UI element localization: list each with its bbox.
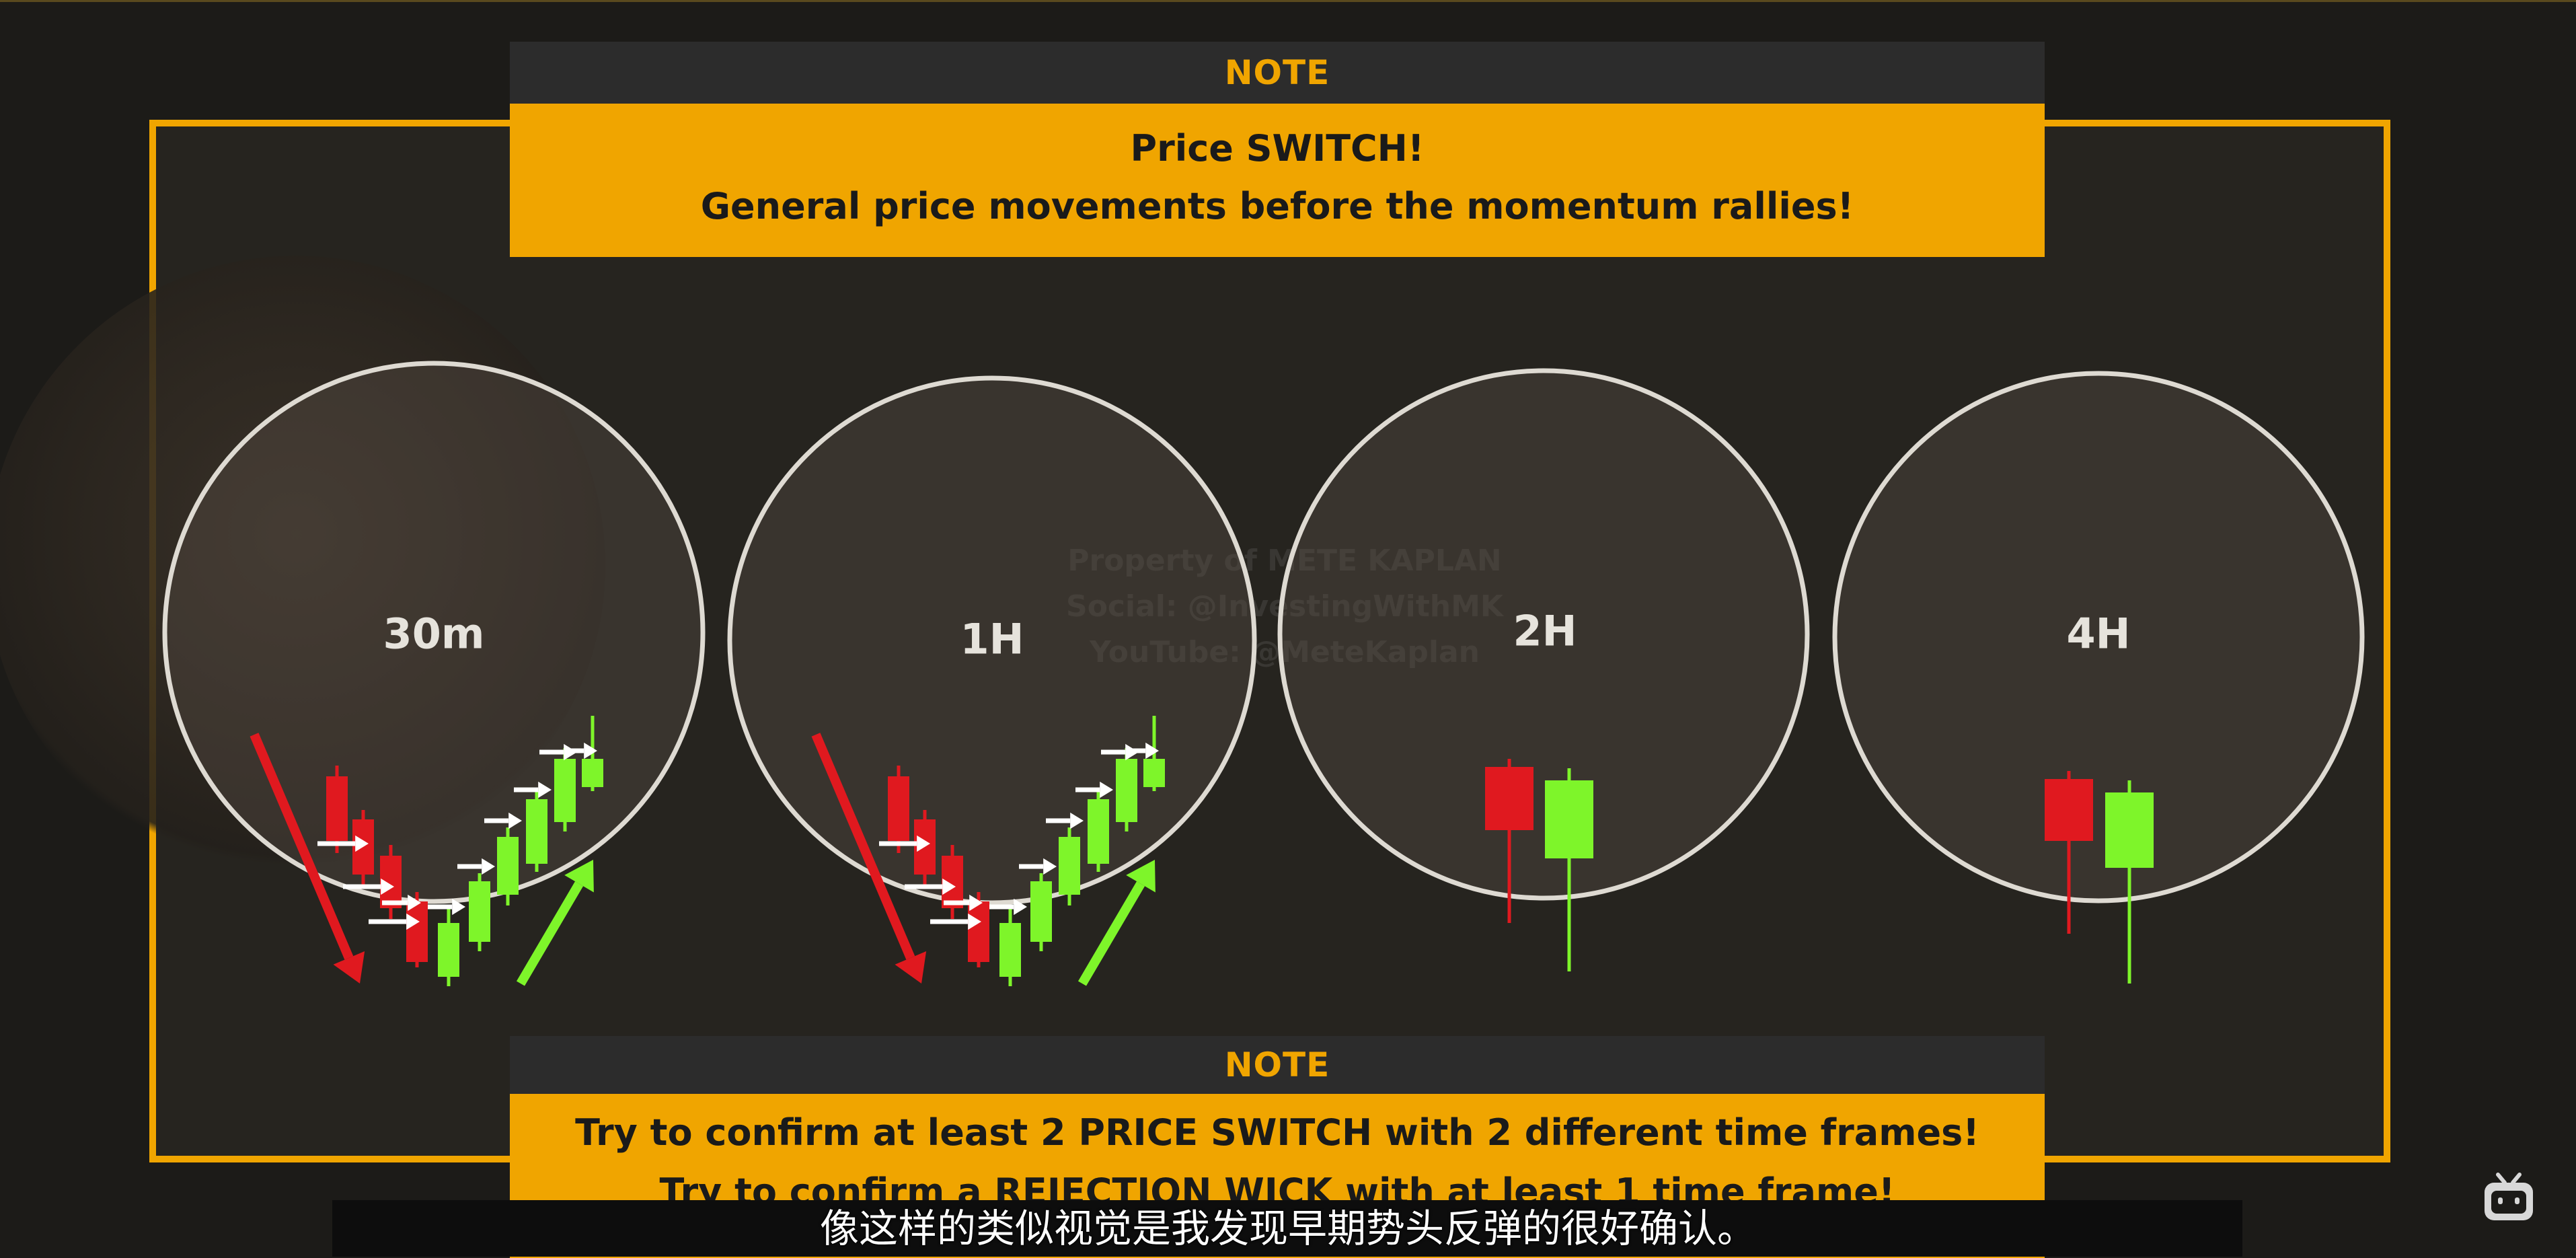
bottom-note-line1: Try to confirm at least 2 PRICE SWITCH w… xyxy=(575,1111,1979,1154)
bull-candle-3-body xyxy=(1059,837,1080,895)
timeframe-circle-4h xyxy=(1832,371,2365,903)
switch-arrow-2-head xyxy=(942,878,956,895)
down-trend-arrow-head xyxy=(895,951,927,984)
top-note-header: NOTE xyxy=(510,42,2045,104)
watermark-line1: Property of METE KAPLAN xyxy=(1067,544,1502,578)
top-divider xyxy=(0,0,2576,2)
candles-30m xyxy=(250,716,603,986)
bull-candle-6-body xyxy=(582,759,603,787)
switch-arrow-10-head xyxy=(1145,742,1159,760)
timeframe-label-1h: 1H xyxy=(960,614,1024,664)
bull-candle-5-body xyxy=(1116,759,1137,822)
timeframe-label-2h: 2H xyxy=(1513,606,1577,656)
switch-arrow-6-head xyxy=(1043,858,1057,875)
bull-candle-3-body xyxy=(497,837,519,895)
bear-candle-4-body xyxy=(406,901,428,962)
bull-candle-2-body xyxy=(1030,881,1052,942)
switch-arrow-3-head xyxy=(968,913,981,930)
bull-candle-5-body xyxy=(554,759,576,822)
switch-arrow-1-head xyxy=(917,835,930,852)
bull-candle-4-body xyxy=(526,799,547,864)
switch-arrow-7-head xyxy=(1070,812,1084,829)
up-trend-arrow-head xyxy=(1126,860,1156,893)
bear-candle-1-body xyxy=(1485,767,1533,830)
timeframe-circle-2h xyxy=(1277,368,1810,901)
candles-2h xyxy=(1485,759,1593,971)
up-trend-arrow-shaft xyxy=(516,881,584,986)
watermark-line3: YouTube: @MeteKaplan xyxy=(1016,630,1554,675)
switch-arrow-2-head xyxy=(381,878,394,895)
presenter-video-bubble xyxy=(0,256,605,875)
top-note-line2: General price movements before the momen… xyxy=(700,185,1854,227)
bull-candle-1-body xyxy=(2105,792,2154,868)
bear-candle-4-body xyxy=(968,901,989,962)
top-note-body: Price SWITCH! General price movements be… xyxy=(510,104,2045,257)
watermark: Property of METE KAPLAN Social: @Investi… xyxy=(1016,538,1554,675)
switch-arrow-10-head xyxy=(584,742,597,760)
subtitle-text: 像这样的类似视觉是我发现早期势头反弹的很好确认。 xyxy=(819,1206,1756,1251)
bottom-note-header: NOTE xyxy=(510,1036,2045,1094)
switch-arrow-4-head xyxy=(969,894,983,912)
down-trend-arrow-shaft xyxy=(250,733,354,960)
switch-arrow-8-head xyxy=(538,781,552,799)
bear-candle-1-body xyxy=(326,776,348,841)
bull-candle-2-body xyxy=(469,881,490,942)
top-note-line1: Price SWITCH! xyxy=(1130,127,1425,170)
down-trend-arrow-head xyxy=(333,951,365,984)
candles-4h xyxy=(2045,771,2154,984)
timeframe-label-30m: 30m xyxy=(383,609,485,659)
switch-arrow-8-head xyxy=(1100,781,1113,799)
down-trend-arrow-shaft xyxy=(811,733,915,960)
bull-candle-6-body xyxy=(1143,759,1165,787)
bear-candle-1-body xyxy=(2045,779,2093,841)
switch-arrow-7-head xyxy=(508,812,522,829)
up-trend-arrow-head xyxy=(564,860,594,893)
bull-candle-1-body xyxy=(438,923,459,977)
bull-candle-1-body xyxy=(1545,780,1593,858)
switch-arrow-3-head xyxy=(406,913,420,930)
switch-arrow-4-head xyxy=(408,894,421,912)
up-trend-arrow-shaft xyxy=(1077,881,1145,986)
bilibili-tv-icon[interactable] xyxy=(2480,1171,2537,1224)
candles-1h xyxy=(811,716,1165,986)
switch-arrow-6-head xyxy=(482,858,495,875)
bull-candle-4-body xyxy=(1088,799,1109,864)
switch-arrow-5-head xyxy=(1014,898,1027,916)
bull-candle-1-body xyxy=(999,923,1021,977)
switch-arrow-5-head xyxy=(452,898,465,916)
top-note-panel: NOTE Price SWITCH! General price movemen… xyxy=(510,42,2045,257)
bear-candle-1-body xyxy=(888,776,909,841)
switch-arrow-1-head xyxy=(355,835,369,852)
subtitle-bar xyxy=(332,1200,2242,1257)
timeframe-label-4h: 4H xyxy=(2066,609,2131,659)
